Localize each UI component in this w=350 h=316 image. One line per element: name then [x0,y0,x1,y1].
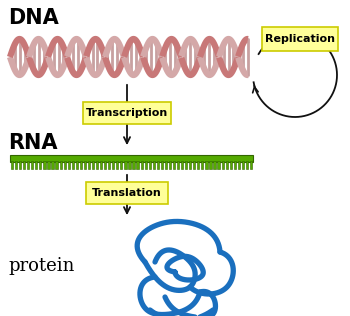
Bar [169,161,171,168]
Text: Transcription: Transcription [86,108,168,118]
Bar [10,155,253,161]
Bar [201,161,203,168]
Text: protein: protein [8,257,74,275]
Bar [132,161,135,168]
Bar [242,161,244,168]
Bar [55,161,58,168]
Bar [124,161,127,168]
Bar [72,161,74,168]
Bar [104,161,106,168]
FancyBboxPatch shape [86,182,168,204]
Bar [80,161,82,168]
Bar [157,161,159,168]
Bar [108,161,110,168]
Bar [15,161,17,168]
Bar [230,161,232,168]
Bar [47,161,50,168]
Bar [165,161,167,168]
Bar [217,161,220,168]
Bar [153,161,155,168]
Bar [193,161,195,168]
Bar [225,161,228,168]
FancyBboxPatch shape [262,27,338,51]
Bar [116,161,118,168]
Bar [140,161,143,168]
Bar [27,161,29,168]
Text: DNA: DNA [8,8,59,28]
Bar [23,161,25,168]
Bar [76,161,78,168]
Bar [209,161,212,168]
Bar [60,161,62,168]
Bar [185,161,187,168]
Bar [145,161,147,168]
Bar [197,161,199,168]
Text: Replication: Replication [265,34,335,44]
Bar [64,161,66,168]
Bar [128,161,131,168]
Bar [234,161,236,168]
Bar [112,161,114,168]
Bar [246,161,248,168]
Bar [120,161,122,168]
Bar [68,161,70,168]
Bar [88,161,90,168]
Bar [222,161,224,168]
Bar [43,161,46,168]
Bar [11,161,13,168]
Bar [84,161,86,168]
Bar [136,161,139,168]
Bar [189,161,191,168]
Bar [31,161,33,168]
Bar [100,161,102,168]
FancyBboxPatch shape [83,102,171,124]
Bar [96,161,98,168]
Bar [250,161,252,168]
Bar [19,161,21,168]
Bar [35,161,37,168]
Bar [39,161,42,168]
Bar [214,161,216,168]
Bar [161,161,163,168]
Bar [205,161,208,168]
Text: RNA: RNA [8,133,57,153]
Bar [51,161,54,168]
Bar [149,161,151,168]
Text: Translation: Translation [92,188,162,198]
Bar [238,161,240,168]
Bar [173,161,175,168]
Bar [181,161,183,168]
Bar [177,161,179,168]
Bar [92,161,94,168]
